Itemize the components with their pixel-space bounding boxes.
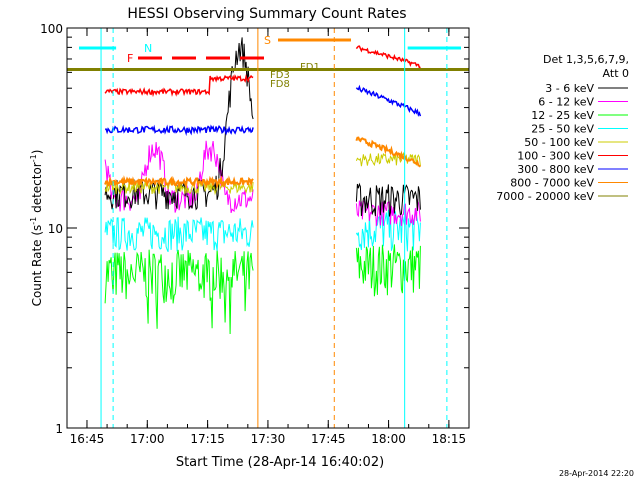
series-100-300-kev xyxy=(104,73,254,98)
x-axis: 16:45 17:00 17:15 17:30 17:45 18:00 18:15 xyxy=(70,28,467,446)
plot-area xyxy=(67,28,469,428)
flag-fd1-label: FD1 xyxy=(300,62,320,73)
timestamp: 28-Apr-2014 22:20 xyxy=(559,469,634,478)
flag-f-label: F xyxy=(127,52,133,65)
legend-header-1: Det 1,3,5,6,7,9, xyxy=(543,53,629,66)
series-800-7000-kev xyxy=(104,175,254,189)
series-12-25-kev xyxy=(104,249,254,335)
flag-n-label: N xyxy=(144,42,152,55)
series-800-7000-kev xyxy=(355,136,422,168)
series-25-50-kev xyxy=(355,208,421,252)
y-tick-label: 100 xyxy=(40,22,63,36)
series-6-12-kev xyxy=(104,140,254,214)
x-tick-label: 17:30 xyxy=(251,432,286,446)
series-3-6-kev xyxy=(104,37,254,211)
x-tick-label: 17:15 xyxy=(190,432,225,446)
legend-label: 800 - 7000 keV xyxy=(510,177,594,190)
legend-label: 3 - 6 keV xyxy=(545,82,594,95)
series-300-800-kev xyxy=(355,84,422,117)
legend-label: 100 - 300 keV xyxy=(517,150,594,163)
y-tick-label: 1 xyxy=(55,422,63,436)
series-3-6-kev xyxy=(355,182,421,217)
x-tick-label: 18:15 xyxy=(432,432,467,446)
x-tick-label: 18:00 xyxy=(371,432,406,446)
x-tick-label: 17:00 xyxy=(130,432,165,446)
flag-fd3-label: FD3 xyxy=(270,70,290,81)
x-axis-label: Start Time (28-Apr-14 16:40:02) xyxy=(176,455,384,470)
x-tick-label: 16:45 xyxy=(70,432,105,446)
legend-header-2: Att 0 xyxy=(603,67,629,80)
series-100-300-kev xyxy=(355,45,421,69)
series-300-800-kev xyxy=(104,124,254,137)
series-50-100-kev xyxy=(355,151,421,167)
chart-title: HESSI Observing Summary Count Rates xyxy=(127,6,406,22)
legend-label: 50 - 100 keV xyxy=(524,136,594,149)
flag-s-label: S xyxy=(264,34,271,47)
series-12-25-kev xyxy=(355,244,421,297)
y-tick-label: 10 xyxy=(48,222,63,236)
x-tick-label: 17:45 xyxy=(311,432,346,446)
legend-label: 7000 - 20000 keV xyxy=(496,190,594,203)
legend-label: 6 - 12 keV xyxy=(538,96,594,109)
plot-frame xyxy=(66,27,470,429)
y-axis: 1 10 100 xyxy=(40,22,469,436)
legend-label: 12 - 25 keV xyxy=(531,109,594,122)
flag-fd8-label: FD8 xyxy=(270,79,290,90)
legend-label: 25 - 50 keV xyxy=(531,123,594,136)
y-axis-label: Count Rate (s-1 detector-1) xyxy=(29,150,44,307)
series-25-50-kev xyxy=(104,216,254,253)
legend-label: 300 - 800 keV xyxy=(517,163,594,176)
series-6-12-kev xyxy=(355,198,421,227)
